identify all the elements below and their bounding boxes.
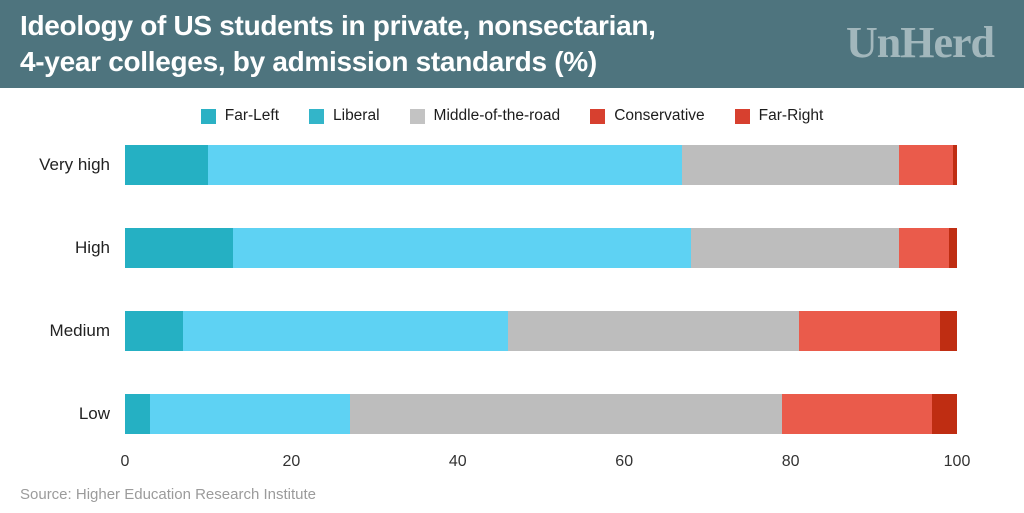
bar-segment-far-right xyxy=(948,228,957,268)
title-line-1: Ideology of US students in private, nons… xyxy=(20,10,656,41)
legend-swatch-liberal xyxy=(309,108,324,124)
stacked-bar xyxy=(125,311,957,351)
bar-segment-far-left xyxy=(125,394,150,434)
bar-segment-far-left xyxy=(125,145,209,185)
bar-segment-far-left xyxy=(125,228,234,268)
unherd-logo: UnHerd xyxy=(846,17,995,67)
bar-row-medium: Medium xyxy=(0,311,1024,351)
legend-swatch-far-right xyxy=(734,108,750,124)
x-tick-label: 80 xyxy=(781,453,800,470)
bar-segment-conservative xyxy=(898,228,949,268)
bar-segment-far-right xyxy=(952,145,957,185)
x-tick-label: 100 xyxy=(943,453,971,470)
x-tick-label: 60 xyxy=(615,453,634,470)
legend-item-far-right: Far-Right xyxy=(734,107,824,125)
bar-segment-far-left xyxy=(125,311,184,351)
legend-label: Far-Right xyxy=(758,107,824,124)
legend-item-liberal: Liberal xyxy=(309,107,380,125)
bar-row-very-high: Very high xyxy=(0,145,1024,185)
bar-segment-conservative xyxy=(798,311,941,351)
legend-swatch-conservative xyxy=(590,108,606,124)
x-tick-label: 20 xyxy=(282,453,301,470)
legend-label: Far-Left xyxy=(224,107,279,124)
bar-segment-middle-of-the-road xyxy=(349,394,783,434)
bar-segment-far-right xyxy=(940,311,957,351)
legend-item-middle-of-the-road: Middle-of-the-road xyxy=(409,107,561,125)
bar-segment-middle-of-the-road xyxy=(507,311,799,351)
source-note: Source: Higher Education Research Instit… xyxy=(20,486,316,503)
page-title: Ideology of US students in private, nons… xyxy=(20,8,656,80)
bar-segment-middle-of-the-road xyxy=(682,145,899,185)
legend-swatch-far-left xyxy=(200,108,216,124)
stacked-bar-chart: Very high High Medium Low xyxy=(0,145,1024,434)
bar-row-low: Low xyxy=(0,394,1024,434)
header: Ideology of US students in private, nons… xyxy=(0,0,1024,88)
legend-label: Middle-of-the-road xyxy=(433,107,561,124)
chart-legend: Far-Left Liberal Middle-of-the-road Conserv… xyxy=(0,104,1024,128)
x-axis: 0 20 40 60 80 100 xyxy=(121,453,971,473)
bar-segment-middle-of-the-road xyxy=(690,228,899,268)
stacked-bar xyxy=(125,394,957,434)
category-label: Low xyxy=(78,404,110,423)
stacked-bar xyxy=(125,228,957,268)
x-tick-label: 40 xyxy=(448,453,467,470)
legend-item-far-left: Far-Left xyxy=(200,107,279,125)
bar-segment-liberal xyxy=(183,311,508,351)
bar-segment-liberal xyxy=(149,394,350,434)
category-label: Medium xyxy=(49,321,110,340)
category-label: High xyxy=(75,238,110,257)
category-label: Very high xyxy=(39,155,110,174)
bar-segment-conservative xyxy=(898,145,953,185)
legend-item-conservative: Conservative xyxy=(590,107,705,125)
bar-segment-conservative xyxy=(782,394,932,434)
legend-label: Conservative xyxy=(614,107,705,124)
legend-label: Liberal xyxy=(333,107,380,124)
legend-swatch-middle-of-the-road xyxy=(409,108,425,124)
bar-segment-liberal xyxy=(233,228,691,268)
stacked-bar xyxy=(125,145,957,185)
bar-row-high: High xyxy=(0,228,1024,268)
bar-segment-far-right xyxy=(932,394,957,434)
x-tick-label: 0 xyxy=(120,453,130,470)
bar-segment-liberal xyxy=(208,145,683,185)
title-line-2: 4-year colleges, by admission standards … xyxy=(20,46,597,77)
